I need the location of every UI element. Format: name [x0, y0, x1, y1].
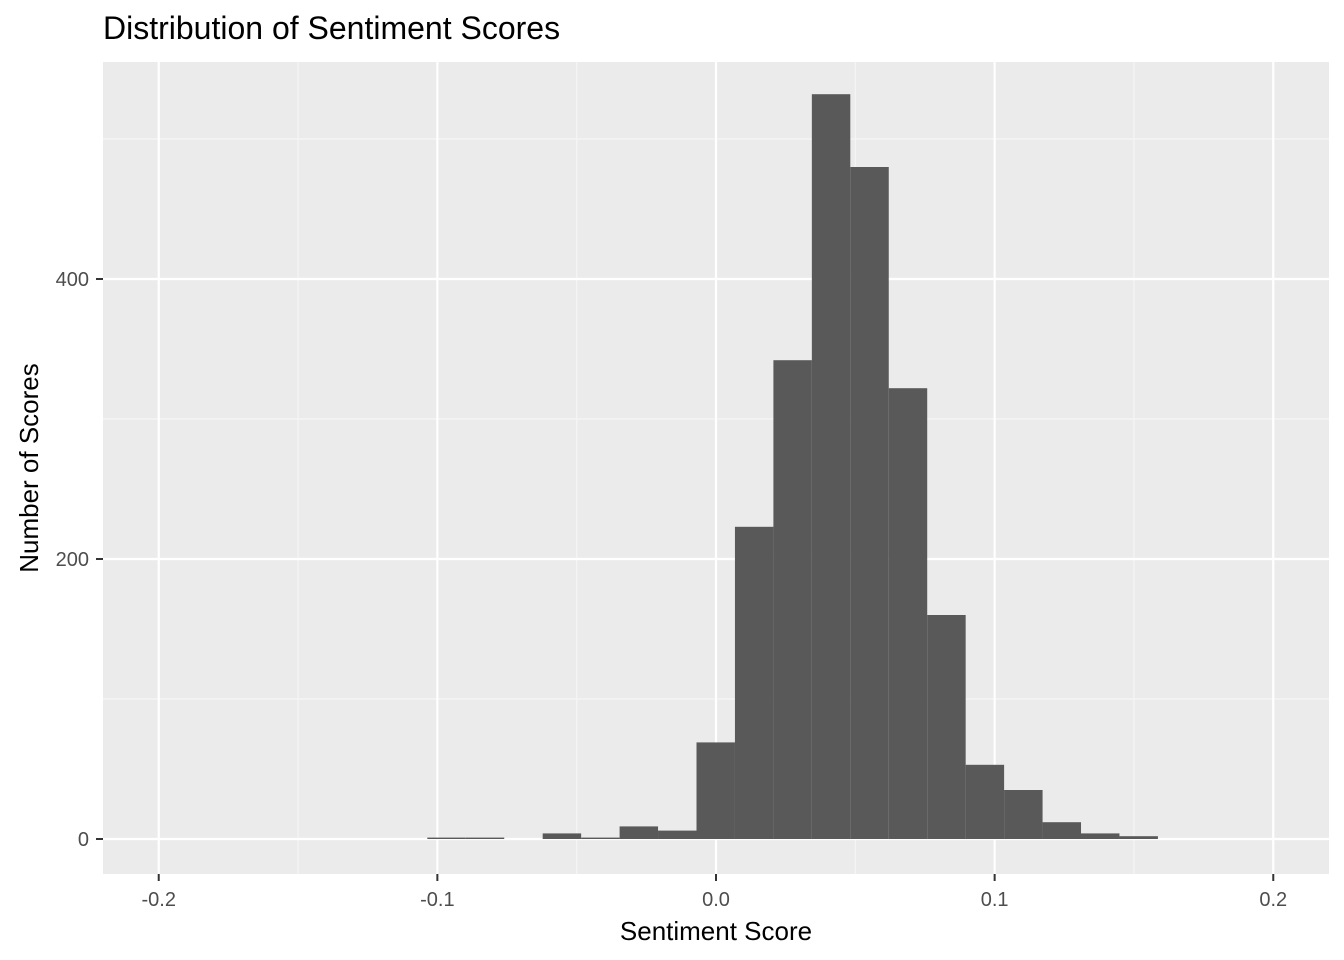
histogram-bar — [734, 526, 774, 839]
histogram-bar — [965, 764, 1005, 839]
histogram-bar — [1004, 790, 1043, 839]
histogram-bars — [427, 94, 1158, 839]
x-tick-label: 0.1 — [981, 889, 1009, 911]
histogram-bar — [1081, 833, 1120, 839]
y-tick-label: 400 — [56, 269, 89, 291]
histogram-bar — [465, 837, 505, 839]
histogram-bar — [888, 388, 928, 839]
y-tick-label: 0 — [78, 829, 89, 851]
x-axis: -0.2 -0.1 0.0 0.1 0.2 — [141, 874, 1287, 911]
y-axis: 0 200 400 — [56, 269, 103, 851]
histogram-bar — [427, 837, 466, 839]
histogram-bar — [619, 826, 659, 839]
histogram-bar — [811, 94, 851, 839]
histogram-bar — [696, 742, 735, 839]
major-gridlines — [103, 62, 1329, 874]
x-tick-label: 0.2 — [1259, 889, 1287, 911]
x-tick-label: -0.1 — [420, 889, 454, 911]
y-axis-title: Number of Scores — [14, 363, 44, 573]
chart-title: Distribution of Sentiment Scores — [103, 10, 561, 46]
x-axis-title: Sentiment Score — [620, 916, 812, 946]
histogram-bar — [1042, 822, 1082, 839]
histogram-bar — [581, 837, 620, 839]
x-tick-label: -0.2 — [141, 889, 175, 911]
histogram-bar — [850, 167, 889, 839]
histogram-bar — [773, 360, 812, 839]
y-tick-label: 200 — [56, 549, 89, 571]
histogram-bar — [542, 833, 582, 839]
histogram-bar — [1119, 836, 1158, 839]
x-tick-label: 0.0 — [702, 889, 730, 911]
histogram-bar — [658, 830, 697, 839]
histogram-bar — [927, 615, 966, 839]
